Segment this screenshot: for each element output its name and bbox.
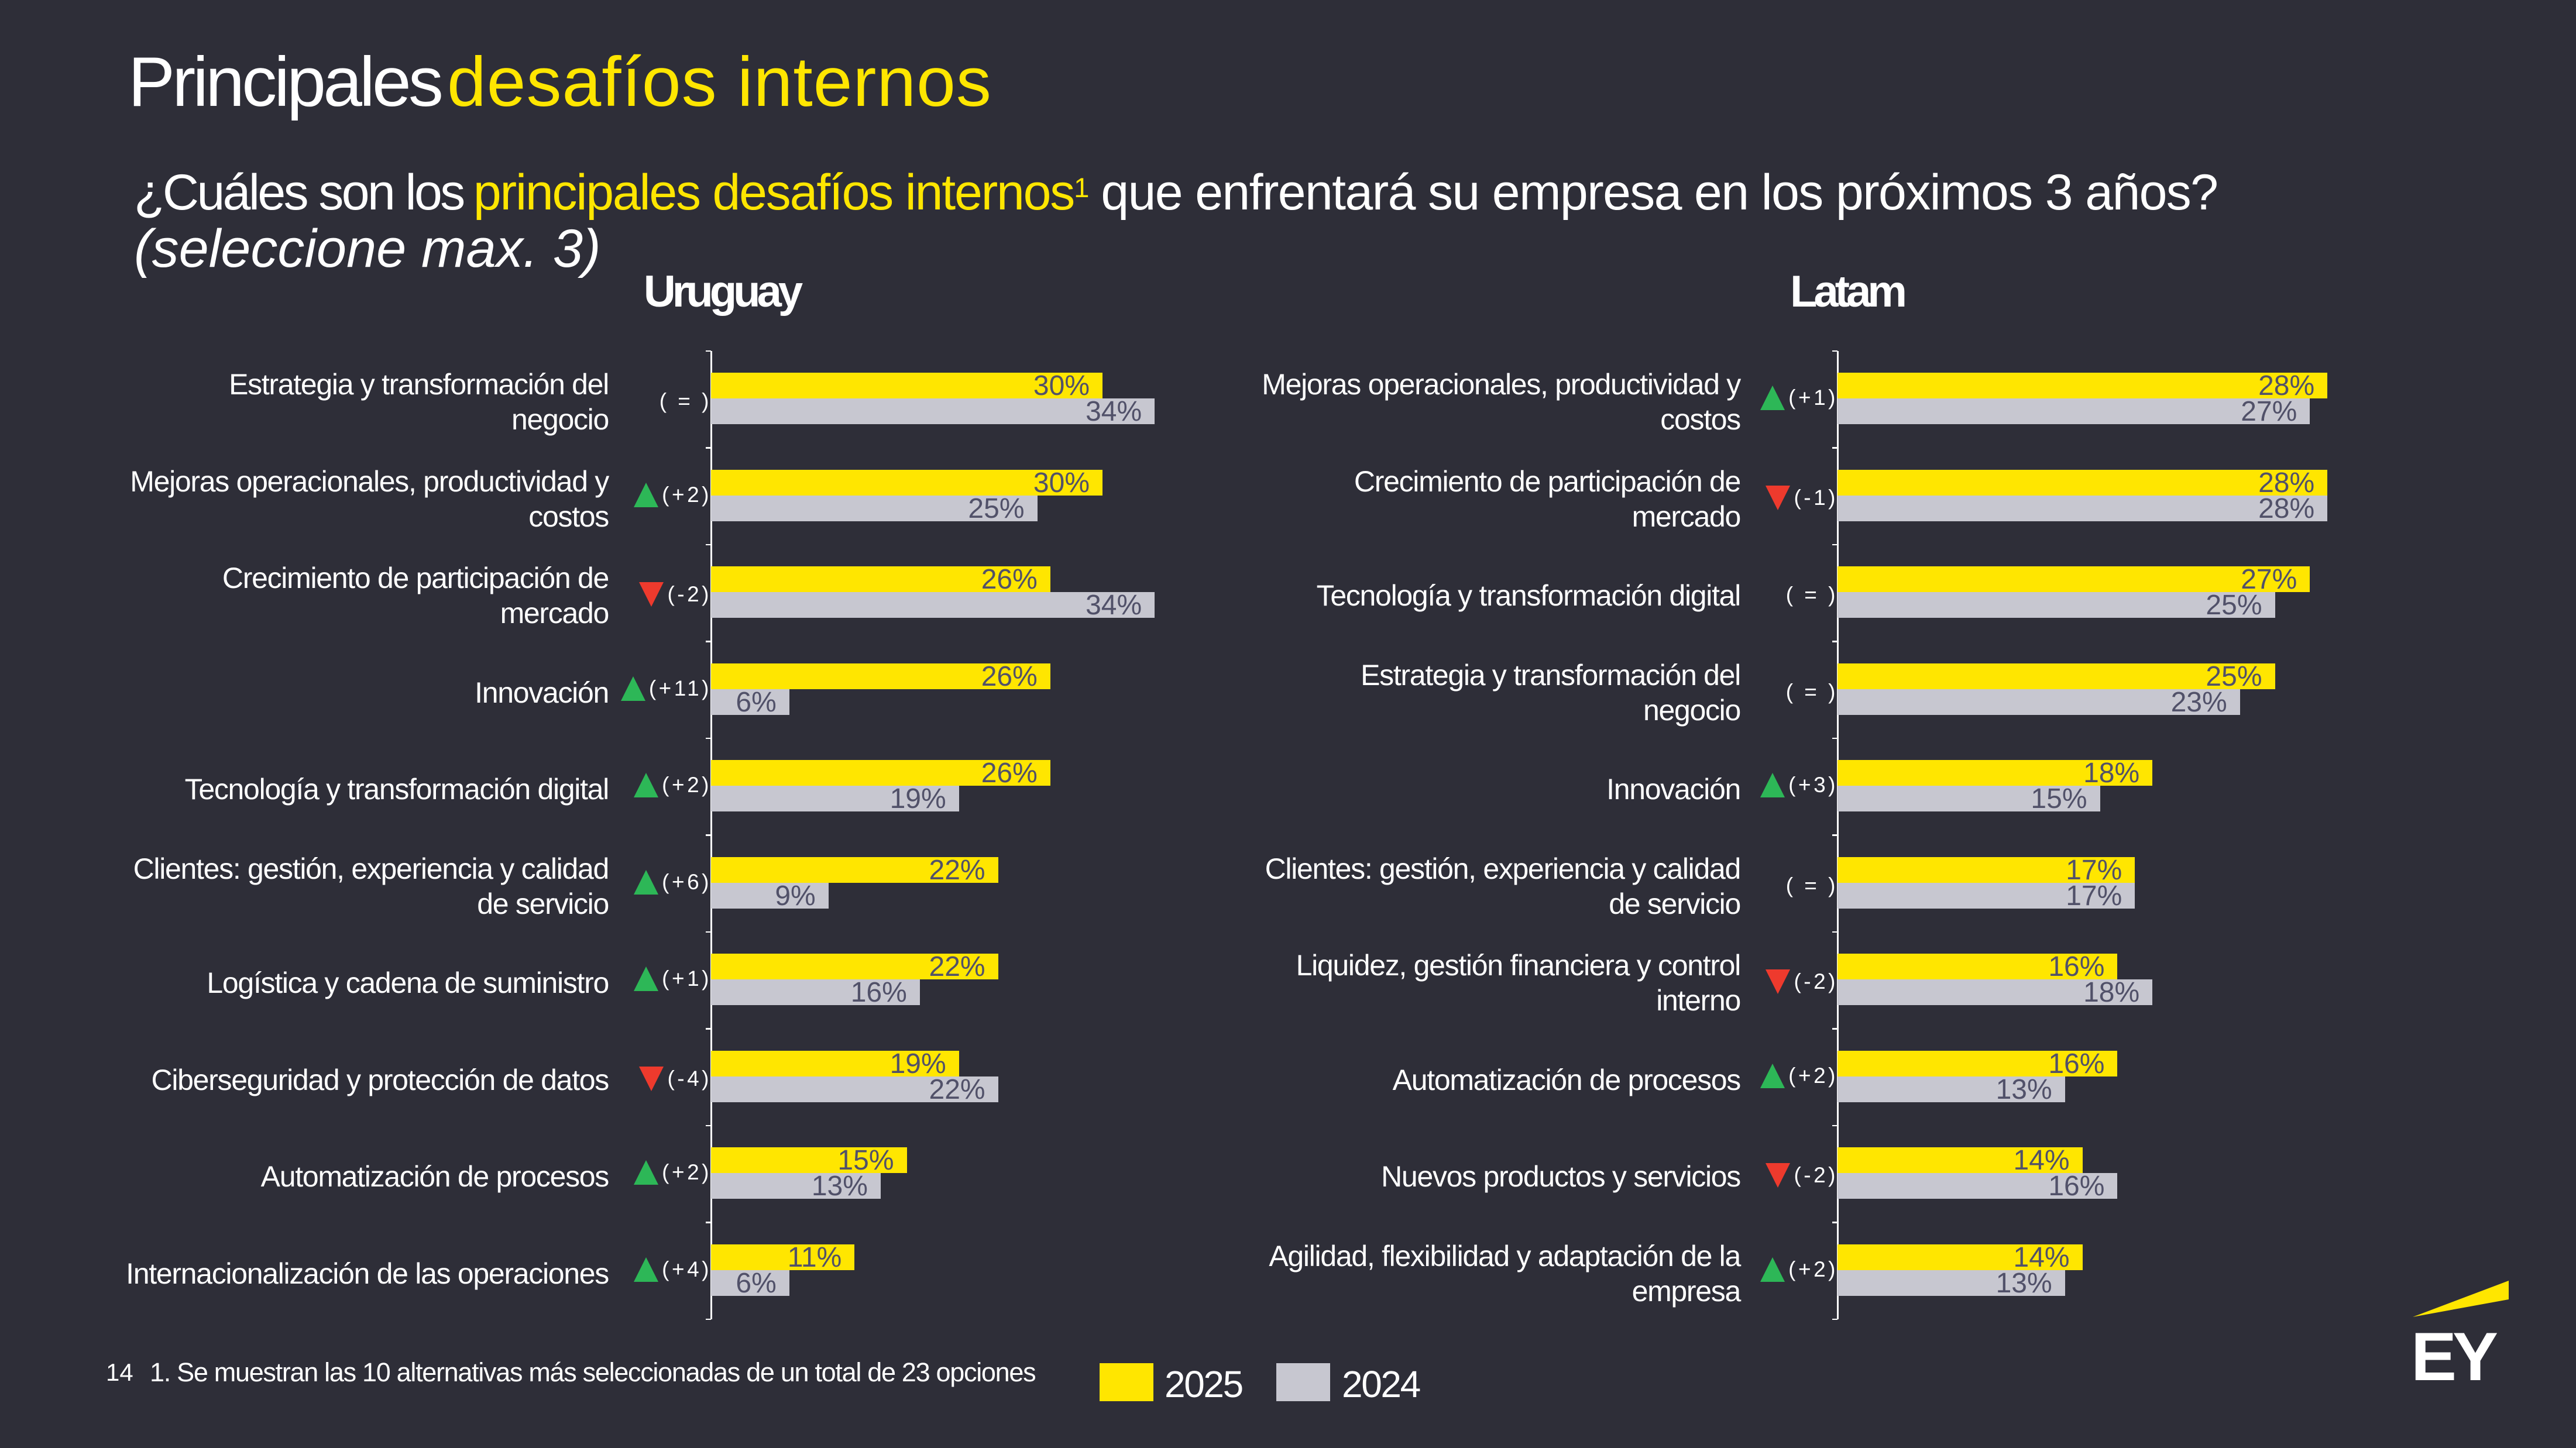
svg-text:EY: EY <box>2411 1318 2498 1395</box>
